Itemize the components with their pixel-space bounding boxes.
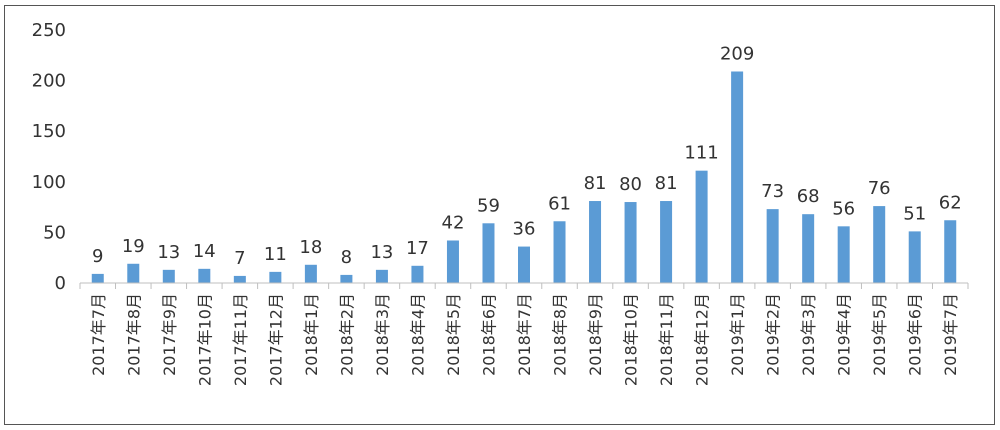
y-tick-label: 50 (43, 222, 66, 243)
x-tick-label: 2018年5月 (444, 293, 463, 376)
bar (411, 265, 424, 283)
data-label: 80 (619, 174, 642, 195)
y-axis: 0 50 100 150 200 250 (32, 20, 66, 294)
bar (731, 71, 744, 283)
x-tick-label: 2018年6月 (479, 293, 498, 376)
x-tick-label: 2017年7月 (89, 293, 108, 376)
bar (553, 221, 566, 283)
x-tick-label: 2019年3月 (799, 293, 818, 376)
x-tick-label: 2018年10月 (622, 293, 641, 386)
data-label: 36 (513, 219, 536, 240)
bar (624, 202, 637, 283)
x-tick-label: 2019年4月 (835, 293, 854, 376)
bar (233, 275, 246, 283)
x-tick-label: 2017年12月 (266, 293, 285, 386)
bar (162, 269, 175, 283)
x-tick-label: 2018年3月 (373, 293, 392, 376)
bar (944, 220, 957, 283)
data-label: 19 (122, 236, 145, 257)
y-tick-label: 250 (32, 20, 66, 41)
bar (873, 206, 886, 283)
data-label: 51 (903, 203, 926, 224)
bar (446, 240, 459, 283)
x-tick-label: 2019年5月 (870, 293, 889, 376)
x-tick-label: 2018年8月 (551, 293, 570, 376)
bar (269, 271, 282, 283)
data-label: 209 (720, 43, 754, 64)
bar (589, 201, 602, 283)
bar (695, 170, 708, 283)
data-label: 81 (655, 173, 678, 194)
y-tick-label: 100 (32, 172, 66, 193)
bar (127, 263, 140, 283)
data-label: 81 (584, 173, 607, 194)
bars: 9 19 13 14 7 11 18 8 13 17 42 59 36 61 81 80 81 111 209 73 6… (91, 43, 962, 283)
bar (660, 201, 673, 283)
x-tick-label: 2018年12月 (693, 293, 712, 386)
data-label: 7 (234, 248, 245, 269)
bar (802, 214, 815, 283)
x-axis: 2017年7月 2017年8月 2017年9月 2017年10月 2017年11月 201… (79, 282, 969, 386)
data-label: 13 (157, 242, 180, 263)
x-tick-label: 2018年2月 (337, 293, 356, 376)
data-label: 18 (299, 237, 322, 258)
data-label: 56 (832, 198, 855, 219)
data-label: 42 (442, 212, 465, 233)
y-tick-label: 150 (32, 121, 66, 142)
data-label: 17 (406, 238, 429, 259)
x-tick-label: 2018年7月 (515, 293, 534, 376)
x-tick-label: 2017年8月 (124, 293, 143, 376)
bar (198, 268, 211, 283)
bar (91, 273, 104, 283)
data-label: 13 (370, 242, 393, 263)
data-label: 73 (761, 181, 784, 202)
data-label: 9 (92, 246, 103, 267)
bar (518, 246, 530, 283)
x-tick-label: 2018年1月 (302, 293, 321, 376)
bar (340, 274, 353, 283)
x-tick-label: 2018年9月 (586, 293, 605, 376)
data-label: 61 (548, 193, 571, 214)
x-tick-label: 2019年7月 (941, 293, 960, 376)
data-label: 59 (477, 195, 500, 216)
data-label: 111 (684, 143, 718, 164)
x-tick-label: 2018年4月 (408, 293, 427, 376)
bar (375, 269, 388, 283)
bar (482, 223, 495, 283)
x-tick-label: 2018年11月 (657, 293, 676, 386)
data-label: 62 (939, 192, 962, 213)
y-tick-label: 0 (55, 273, 66, 294)
bar (837, 226, 850, 283)
y-tick-label: 200 (32, 71, 66, 92)
x-tick-label: 2017年11月 (231, 293, 250, 386)
x-tick-label: 2019年1月 (728, 293, 747, 376)
data-label: 68 (797, 186, 820, 207)
x-tick-label: 2017年10月 (195, 293, 214, 386)
x-tick-label: 2019年6月 (906, 293, 925, 376)
bar (766, 209, 779, 283)
data-label: 76 (868, 178, 891, 199)
data-label: 8 (341, 247, 352, 268)
x-tick-label: 2019年2月 (764, 293, 783, 376)
x-tick-label: 2017年9月 (160, 293, 179, 376)
bar (304, 264, 317, 283)
bar (908, 231, 921, 283)
chart-frame (4, 5, 995, 425)
data-label: 11 (264, 244, 287, 265)
data-label: 14 (193, 241, 216, 262)
